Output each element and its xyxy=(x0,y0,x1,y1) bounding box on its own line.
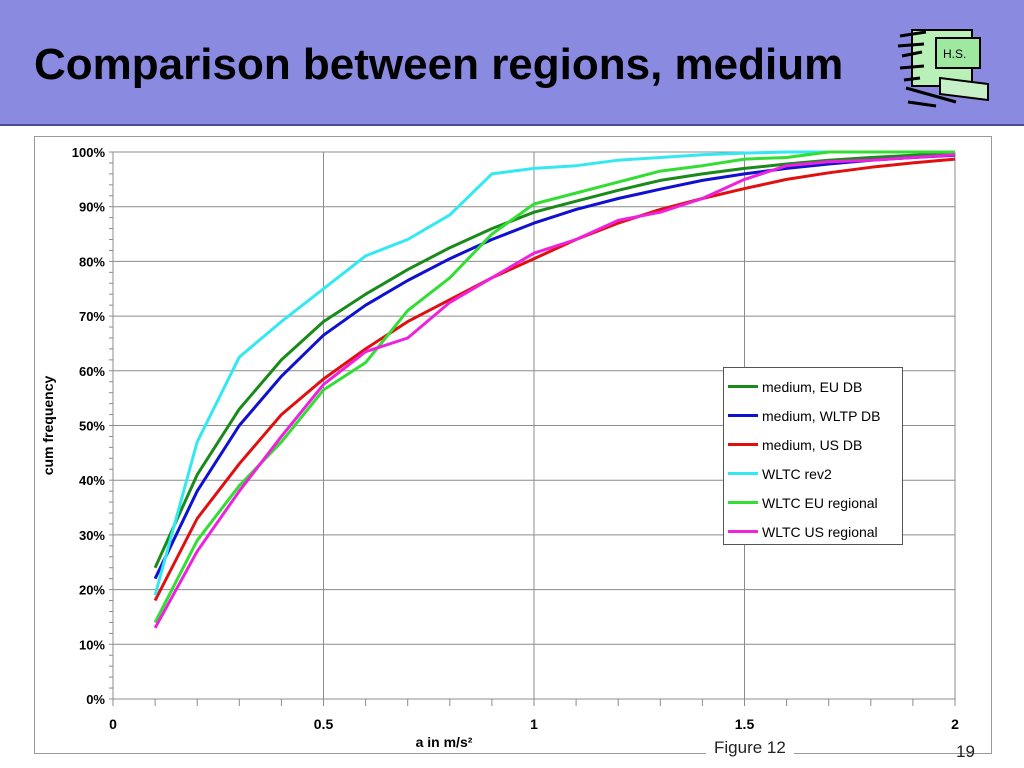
legend-label: WLTC rev2 xyxy=(762,465,832,482)
y-axis-title: cum frequency xyxy=(40,375,56,475)
legend-item: medium, US DB xyxy=(724,430,902,459)
legend-swatch xyxy=(728,530,758,533)
x-axis-title: a in m/s² xyxy=(416,734,473,750)
series-line xyxy=(153,153,956,580)
legend-label: WLTC EU regional xyxy=(762,494,878,511)
slide-title: Comparison between regions, medium xyxy=(34,40,844,89)
legend-label: WLTC US regional xyxy=(762,523,878,540)
y-tick-label: 100% xyxy=(72,145,106,160)
x-tick-label: 1.5 xyxy=(735,716,755,732)
y-tick-label: 20% xyxy=(79,583,105,598)
legend-item: WLTC rev2 xyxy=(724,459,902,488)
series-line xyxy=(153,150,955,624)
x-tick-label: 2 xyxy=(951,716,959,732)
chart-frame: 0% 10% 20% 30% 40% 50% 60% 70% 80% 90% 100% 0 0.5 1 1.… xyxy=(34,136,992,754)
y-tick-label: 80% xyxy=(79,254,105,269)
chart-axes xyxy=(109,151,956,706)
slide-header: Comparison between regions, medium H.S. xyxy=(0,0,1024,126)
legend-swatch xyxy=(728,443,758,446)
legend-swatch xyxy=(728,472,758,475)
legend-swatch xyxy=(728,385,758,388)
legend-item: medium, WLTP DB xyxy=(724,401,902,430)
y-tick-label: 10% xyxy=(79,637,105,652)
legend-label: medium, US DB xyxy=(762,436,863,453)
y-tick-label: 0% xyxy=(86,692,105,707)
legend-item: WLTC US regional xyxy=(724,517,902,546)
x-tick-label: 0.5 xyxy=(314,716,334,732)
figure-caption: Figure 12 xyxy=(706,738,794,758)
legend-label: medium, EU DB xyxy=(762,378,863,395)
y-tick-label: 50% xyxy=(79,419,105,434)
chart-series xyxy=(153,150,956,629)
y-tick-label: 60% xyxy=(79,364,105,379)
y-tick-label: 40% xyxy=(79,473,105,488)
series-line xyxy=(153,157,956,602)
chart-legend: medium, EU DB medium, WLTP DB medium, US… xyxy=(723,367,903,545)
legend-label: medium, WLTP DB xyxy=(762,407,881,424)
y-tick-label: 30% xyxy=(79,528,105,543)
series-line xyxy=(153,153,956,629)
series-line xyxy=(153,152,956,569)
y-tick-label: 90% xyxy=(79,200,105,215)
y-tick-label: 70% xyxy=(79,309,105,324)
logo-text: H.S. xyxy=(943,47,966,61)
x-tick-label: 1 xyxy=(530,716,538,732)
page-number: 19 xyxy=(956,742,975,761)
legend-swatch xyxy=(728,501,758,504)
x-tick-label: 0 xyxy=(109,716,117,732)
legend-item: medium, EU DB xyxy=(724,372,902,401)
legend-swatch xyxy=(728,414,758,417)
chart-labels: 0% 10% 20% 30% 40% 50% 60% 70% 80% 90% 100% 0 0.5 1 1.… xyxy=(40,145,959,750)
computer-logo-icon: H.S. xyxy=(897,29,989,108)
legend-item: WLTC EU regional xyxy=(724,488,902,517)
